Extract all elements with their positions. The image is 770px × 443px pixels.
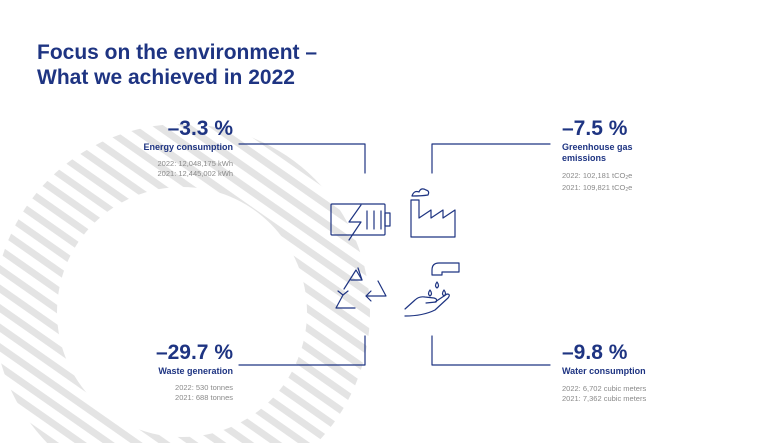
energy-2021-value: 2021: 12,445,002 kWh (157, 169, 233, 178)
page-title: Focus on the environment – What we achie… (37, 40, 317, 90)
waste-stat: –29.7 % Waste generation 2022: 530 tonne… (156, 341, 233, 403)
connector-lines (238, 143, 551, 366)
factory-icon (410, 188, 456, 238)
water-2022-value: 2022: 6,702 cubic meters (562, 384, 647, 393)
energy-percent: –3.3 % (167, 117, 233, 140)
ghg-label: Greenhouse gas emissions (562, 142, 633, 164)
waste-2021-value: 2021: 688 tonnes (175, 393, 233, 402)
recycle-icon (335, 267, 387, 309)
title-line-2: What we achieved in 2022 (37, 66, 295, 89)
energy-2022-value: 2022: 12,048,175 kWh (157, 159, 233, 168)
ghg-2021-value: 2021: 109,821 tCO2e (562, 183, 633, 193)
water-label: Water consumption (562, 366, 646, 376)
water-stat: –9.8 % Water consumption 2022: 6,702 cub… (562, 341, 646, 404)
battery-lightning-icon (330, 203, 391, 241)
waste-percent: –29.7 % (155, 341, 233, 364)
ghg-label-line-2: emissions (562, 153, 607, 163)
water-percent: –9.8 % (562, 341, 628, 364)
water-2021-value: 2021: 7,362 cubic meters (562, 394, 647, 403)
ghg-stat: –7.5 % Greenhouse gas emissions 2022: 10… (562, 117, 633, 195)
title-line-1: Focus on the environment – (37, 41, 318, 64)
energy-stat: –3.3 % Energy consumption 2022: 12,048,1… (143, 117, 233, 179)
ghg-2022-value: 2022: 102,181 tCO2e (562, 171, 633, 181)
energy-label: Energy consumption (143, 142, 233, 152)
waste-label: Waste generation (158, 366, 233, 376)
faucet-hand-icon (404, 262, 460, 317)
ghg-label-line-1: Greenhouse gas (562, 142, 633, 152)
ghg-percent: –7.5 % (562, 117, 628, 140)
waste-2022-value: 2022: 530 tonnes (175, 383, 233, 392)
